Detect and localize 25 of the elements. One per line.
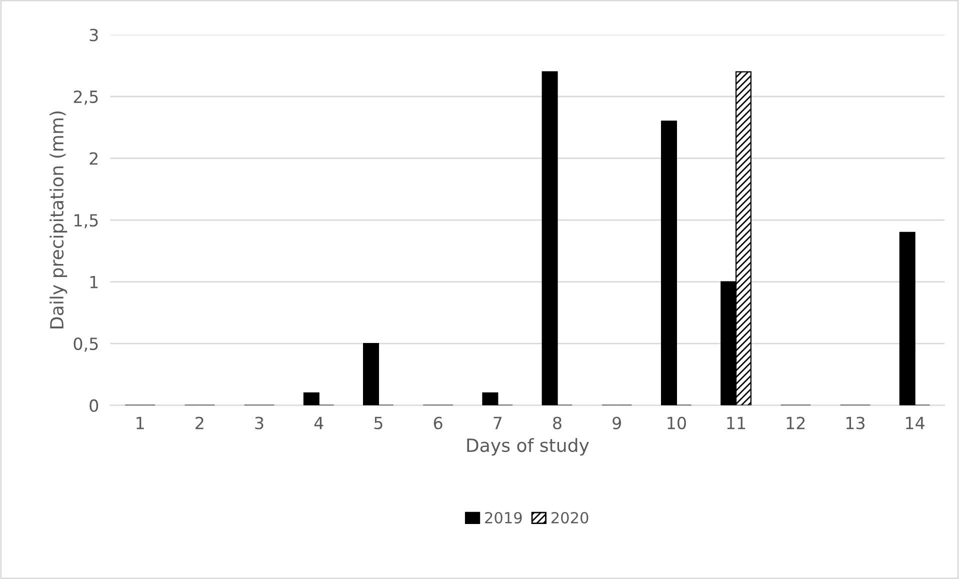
y-tick-label: 1,5: [74, 214, 98, 228]
x-tick-label: 4: [314, 416, 324, 430]
x-tick-label: 1: [136, 416, 144, 430]
x-tick-label: 5: [374, 416, 382, 430]
x-tick-label: 2: [196, 416, 204, 430]
x-axis-title: Days of study: [467, 438, 589, 456]
legend-label: 2020: [551, 512, 588, 524]
x-tick-label: 11: [727, 416, 746, 430]
x-tick-label: 12: [786, 416, 805, 430]
x-tick-label: 7: [494, 416, 502, 430]
legend-label: 2019: [485, 512, 522, 524]
y-tick-label: 3: [90, 28, 98, 42]
x-tick-label: 9: [612, 416, 621, 430]
x-tick-label: 3: [255, 416, 264, 430]
x-tick-label: 8: [553, 416, 562, 430]
y-axis-title: Daily precipitation (mm): [50, 111, 68, 328]
x-tick-label: 13: [846, 416, 864, 430]
y-tick-label: 0,5: [74, 338, 98, 352]
y-tick-label: 2,5: [74, 90, 98, 105]
y-tick-label: 2: [90, 152, 98, 165]
x-tick-label: 10: [668, 416, 686, 430]
y-tick-label: 1: [90, 276, 98, 288]
x-tick-label: 14: [906, 416, 924, 430]
y-tick-label: 0: [90, 399, 98, 412]
x-tick-label: 6: [434, 416, 442, 430]
